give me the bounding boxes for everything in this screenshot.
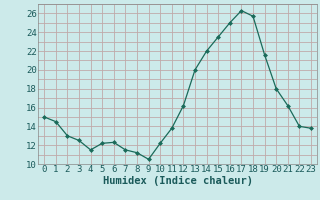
X-axis label: Humidex (Indice chaleur): Humidex (Indice chaleur) — [103, 176, 252, 186]
